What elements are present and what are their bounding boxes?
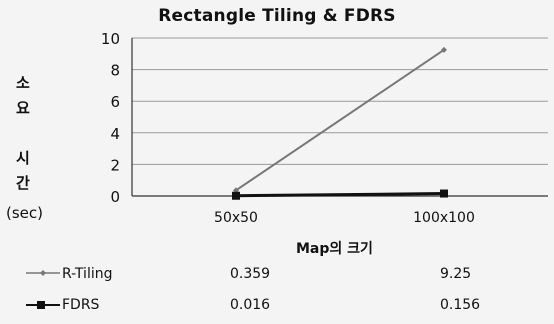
series-line-r-tiling [235,49,445,192]
legend-label-r-tiling: R-Tiling [62,266,113,282]
x-axis-label: Map의 크기 [296,241,373,257]
chart-title: Rectangle Tiling & FDRS [158,6,396,26]
x-tick-label: 50x50 [214,210,258,226]
data-point-fdrs [232,191,240,200]
y-tick-label: 0 [110,188,120,206]
table-cell-r-tiling-100x100: 9.25 [440,266,472,282]
table-cell-r-tiling-50x50: 0.359 [230,266,271,282]
y-tick-label: 8 [110,62,120,80]
x-tick-label: 100x100 [413,210,475,226]
y-axis-unit-label: (sec) [6,204,43,222]
y-tick-label: 2 [110,156,120,174]
y-tick-label: 4 [110,125,120,143]
y-axis-label-char: 시 [16,149,30,167]
data-point-fdrs [440,189,448,198]
y-axis-label-char: 요 [16,99,30,117]
legend-label-fdrs: FDRS [62,297,100,313]
legend-symbol-r-tiling [26,270,60,276]
y-axis-label-char: 소 [16,74,30,92]
series-line-fdrs [235,192,445,198]
y-tick-label: 10 [101,30,120,48]
table-cell-fdrs-100x100: 0.156 [440,297,481,313]
y-axis-label-char: 간 [16,174,30,192]
y-tick-label: 6 [110,93,120,111]
legend-symbol-fdrs [26,301,60,309]
data-point-r-tiling [441,46,447,53]
table-cell-fdrs-50x50: 0.016 [230,297,271,313]
